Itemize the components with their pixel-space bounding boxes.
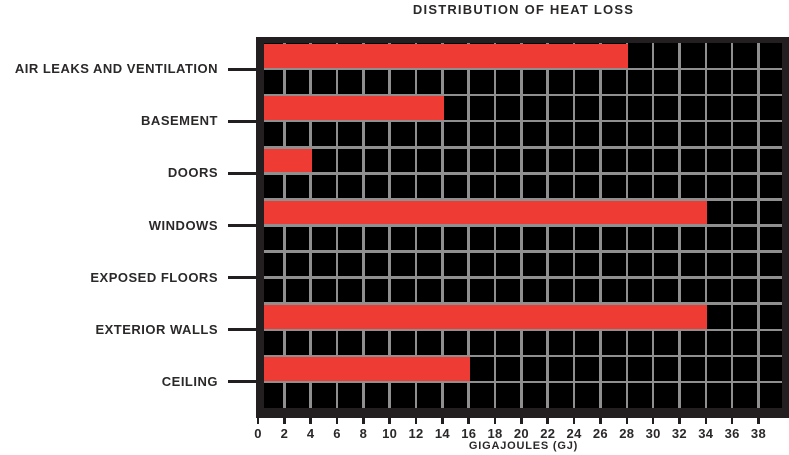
horizontal-gridline [264, 302, 782, 305]
bar [258, 200, 708, 225]
x-tick-label: 28 [619, 426, 635, 441]
horizontal-gridline [264, 354, 782, 358]
x-tick-mark [335, 418, 339, 424]
x-tick-label: 32 [671, 426, 687, 441]
chart-title: DISTRIBUTION OF HEAT LOSS [412, 2, 635, 17]
plot-area [256, 37, 789, 418]
x-tick-label: 14 [434, 426, 450, 441]
x-tick-label: 16 [461, 426, 477, 441]
x-tick-mark [388, 418, 391, 424]
category-label: DOORS [167, 165, 218, 181]
x-tick-mark [546, 418, 549, 424]
x-tick-mark [678, 418, 681, 424]
x-tick-label: 34 [698, 426, 714, 441]
x-tick-mark [256, 418, 260, 424]
horizontal-gridline [264, 67, 782, 71]
horizontal-gridline [264, 198, 782, 201]
x-axis-line [256, 408, 789, 418]
bar [258, 304, 708, 329]
x-tick-mark [493, 418, 497, 424]
x-axis-title: GIGAJOULES (GJ) [468, 440, 579, 452]
x-tick-label: 38 [750, 426, 766, 441]
x-tick-mark [625, 418, 628, 424]
horizontal-gridline [264, 93, 782, 97]
x-tick-mark [599, 418, 602, 424]
x-tick-label: 24 [566, 426, 582, 441]
category-label: EXTERIOR WALLS [95, 321, 218, 337]
category-tick [228, 67, 256, 71]
x-tick-mark [757, 418, 760, 424]
x-tick-mark [309, 418, 312, 424]
x-tick-mark [651, 418, 655, 424]
x-tick-label: 2 [280, 426, 289, 441]
category-tick [228, 171, 256, 175]
x-tick-mark [730, 418, 734, 424]
bar [258, 44, 628, 68]
x-tick-label: 26 [592, 426, 608, 441]
y-axis-line [256, 37, 264, 418]
horizontal-gridline [264, 380, 782, 384]
x-tick-label: 6 [333, 426, 341, 441]
horizontal-gridline [264, 250, 782, 253]
x-tick-mark [572, 418, 576, 424]
x-tick-mark [467, 418, 470, 424]
x-tick-label: 30 [645, 426, 661, 441]
category-label: CEILING [161, 373, 218, 389]
bar [258, 96, 444, 120]
category-label: BASEMENT [141, 113, 218, 129]
category-label: EXPOSED FLOORS [90, 269, 218, 285]
x-tick-label: 18 [487, 426, 503, 441]
horizontal-gridline [264, 172, 782, 175]
x-tick-mark [520, 418, 523, 424]
horizontal-gridline [264, 119, 782, 123]
horizontal-gridline [264, 276, 782, 279]
plot-top-border [256, 37, 789, 43]
bar [258, 148, 312, 173]
category-tick [228, 380, 256, 384]
category-tick [228, 328, 256, 332]
x-tick-label: 20 [513, 426, 529, 441]
category-tick [228, 119, 256, 123]
x-tick-mark [414, 418, 418, 424]
x-tick-mark [704, 418, 708, 424]
x-tick-label: 10 [382, 426, 398, 441]
category-tick [228, 224, 256, 227]
x-tick-label: 22 [540, 426, 556, 441]
x-tick-label: 12 [408, 426, 424, 441]
horizontal-gridline [264, 224, 782, 227]
category-label: AIR LEAKS AND VENTILATION [14, 61, 218, 77]
category-label: WINDOWS [148, 217, 218, 233]
category-tick [228, 276, 256, 280]
bar [258, 357, 470, 381]
x-tick-label: 8 [359, 426, 368, 441]
x-tick-mark [362, 418, 365, 424]
x-tick-mark [441, 418, 444, 424]
x-tick-mark [283, 418, 286, 424]
plot-right-border [782, 37, 789, 408]
horizontal-gridline [264, 146, 782, 149]
x-tick-label: 0 [254, 426, 262, 441]
horizontal-gridline [264, 328, 782, 332]
x-tick-label: 4 [306, 426, 315, 441]
x-tick-label: 36 [724, 426, 740, 441]
